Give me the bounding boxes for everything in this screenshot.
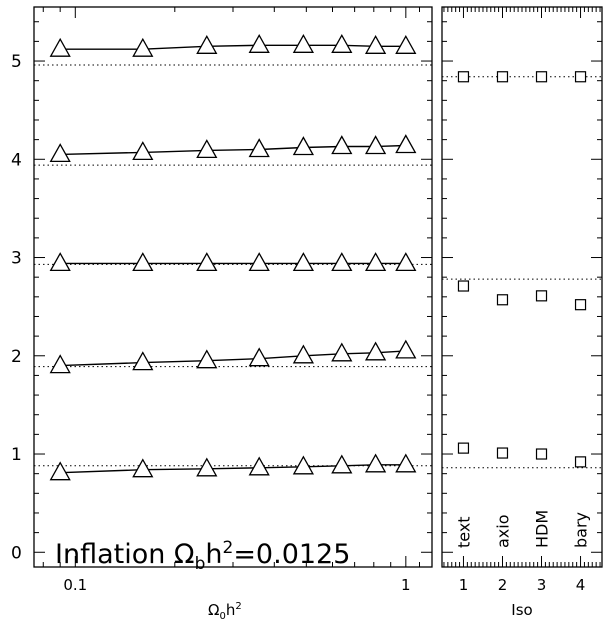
triangle-marker [196,349,218,369]
chart-annotation: Inflation Ωbh2=0.0125 [55,538,350,574]
triangle-marker [364,453,387,473]
y-tick-label: 0 [11,543,22,563]
right-markers [457,71,587,468]
triangle-marker [292,33,315,53]
triangle-marker [248,138,270,158]
series-line [60,144,406,156]
square-marker [535,290,548,302]
xlabel-mid: h [226,601,236,619]
left-reference-lines [34,64,432,467]
square-marker [496,447,509,459]
square-marker [574,299,587,311]
x-tick-label: 1 [401,576,411,594]
point-label: axio [493,514,512,548]
right-point-labels: text axio HDM bary [454,510,590,548]
triangle-marker [49,252,71,272]
triangle-marker [196,139,218,159]
triangle-marker [292,344,315,364]
y-tick-label: 4 [11,150,22,170]
series-line [60,350,406,367]
triangle-marker [49,461,71,481]
left-plot-frame [33,6,433,568]
x-tick-label: 0.1 [63,576,87,594]
right-panel: 1 2 3 4 text axio HDM bary Iso [441,6,603,619]
point-label: text [454,516,473,548]
triangle-marker [395,34,417,54]
square-marker [535,448,548,460]
right-reference-lines [442,76,602,469]
y-tick-label: 2 [11,347,22,367]
right-tick-labels: 1 2 3 4 [459,576,586,594]
square-marker [457,71,470,83]
annotation-sup: 2 [222,538,233,558]
square-marker [496,294,509,306]
left-x-axis-label: Ω0h2 [208,601,242,622]
triangle-marker [132,37,154,57]
triangle-marker [196,457,218,477]
triangle-marker [395,134,417,154]
square-marker [574,71,587,83]
triangle-marker [292,136,315,156]
triangle-marker [364,135,387,155]
annotation-mid: h [205,539,222,570]
triangle-marker [196,34,218,54]
triangle-marker [248,33,270,53]
triangle-marker [331,454,353,474]
triangle-marker [395,453,417,473]
triangle-marker [49,354,71,374]
triangle-marker [248,252,270,272]
triangle-marker [248,347,270,367]
triangle-marker [49,143,71,163]
left-markers [49,33,417,481]
triangle-marker [331,135,353,155]
left-series [60,44,406,474]
triangle-marker [49,37,71,57]
triangle-marker [364,341,387,361]
triangle-marker [248,456,270,476]
square-marker [574,456,587,468]
square-marker [457,442,470,454]
square-marker [496,71,509,83]
triangle-marker [395,252,417,272]
xlabel-base: Ω [208,601,219,619]
triangle-marker [132,351,154,371]
left-ticks [34,7,433,567]
triangle-marker [132,141,154,161]
x-tick-label: 2 [498,576,508,594]
triangle-marker [331,252,353,272]
annotation-sub: b [195,554,206,574]
xlabel-sub: 0 [219,611,225,622]
y-tick-label: 1 [11,445,22,465]
triangle-marker [331,33,353,53]
point-label: HDM [533,510,552,548]
y-tick-label: 3 [11,249,22,269]
square-marker [457,280,470,292]
triangle-marker [132,252,154,272]
left-tick-labels: 0 1 2 3 4 5 0.1 1 [11,52,411,594]
annotation-text: Inflation Ω [55,539,195,570]
triangle-marker [132,458,154,478]
x-tick-label: 4 [576,576,586,594]
square-marker [535,71,548,83]
triangle-marker [196,252,218,272]
point-label: bary [572,512,591,548]
right-x-axis-label: Iso [511,601,532,619]
x-tick-label: 1 [459,576,469,594]
triangle-marker [292,252,315,272]
annotation-tail: =0.0125 [233,539,350,570]
triangle-marker [331,342,353,362]
triangle-marker [364,34,387,54]
x-tick-label: 3 [537,576,547,594]
triangle-marker [395,339,417,359]
triangle-marker [364,252,387,272]
y-tick-label: 5 [11,52,22,72]
series-line [60,44,406,50]
xlabel-sup: 2 [235,601,241,612]
triangle-marker [292,455,315,475]
right-ticks [442,7,602,567]
